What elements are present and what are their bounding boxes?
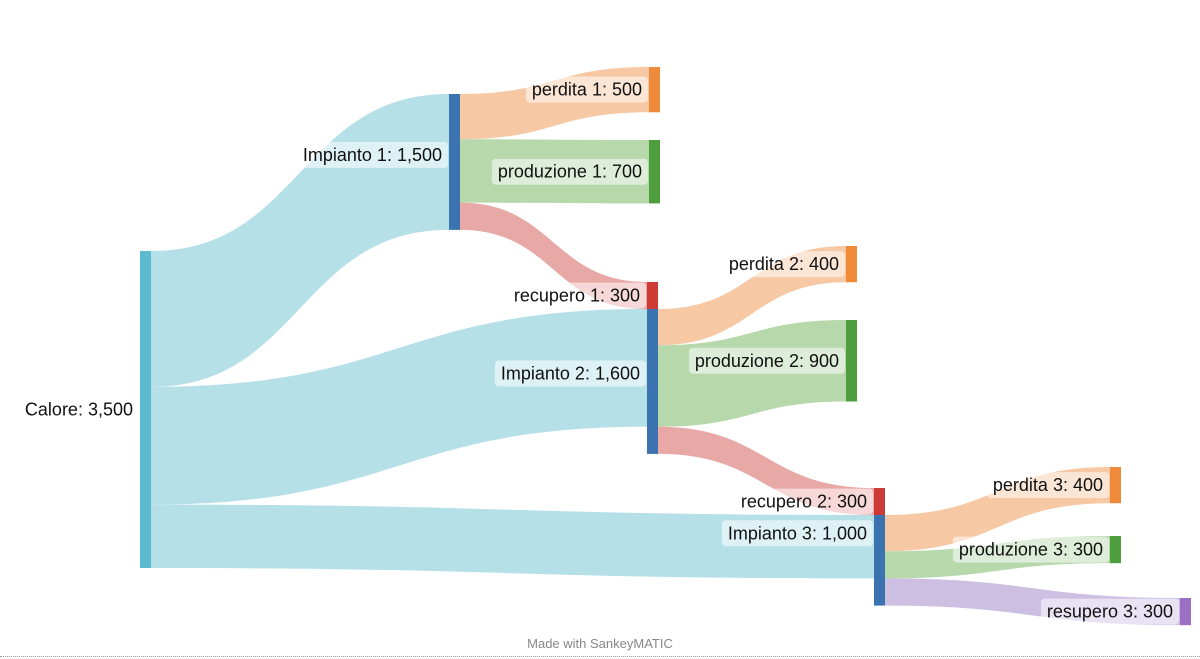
- label-produzione1: produzione 1: 700: [491, 158, 648, 185]
- node-resupero3: [1180, 598, 1191, 626]
- label-background-resupero3: [1040, 598, 1179, 625]
- label-resupero3: resupero 3: 300: [1040, 598, 1179, 625]
- label-background-perdita1: [525, 76, 648, 103]
- label-calore: Calore: 3,500: [25, 400, 133, 420]
- label-text-impianto3: Impianto 3: 1,000: [728, 523, 867, 543]
- label-background-impianto2: [494, 360, 646, 387]
- label-impianto3: Impianto 3: 1,000: [721, 520, 873, 547]
- label-background-produzione2: [688, 347, 845, 374]
- flow-impianto1-to-recupero1: [460, 202, 647, 310]
- node-calore: [140, 251, 151, 568]
- label-text-impianto1: Impianto 1: 1,500: [303, 145, 442, 165]
- label-produzione3: produzione 3: 300: [952, 536, 1109, 563]
- label-background-recupero2: [734, 488, 873, 515]
- label-text-produzione2: produzione 2: 900: [695, 351, 839, 371]
- node-produzione2: [846, 320, 857, 402]
- label-recupero2: recupero 2: 300: [734, 488, 873, 515]
- label-text-perdita3: perdita 3: 400: [993, 475, 1103, 495]
- label-text-calore: Calore: 3,500: [25, 400, 133, 420]
- label-text-produzione1: produzione 1: 700: [498, 162, 642, 182]
- footer-divider: [0, 656, 1200, 657]
- footer-credit: Made with SankeyMATIC: [527, 636, 673, 651]
- flow-calore-to-impianto3: [151, 504, 874, 579]
- node-impianto3: [874, 515, 885, 606]
- label-background-produzione3: [952, 536, 1109, 563]
- label-impianto1: Impianto 1: 1,500: [296, 141, 448, 168]
- node-labels: Calore: 3,500 Impianto 1: 1,500 perdita 1:…: [25, 76, 1179, 625]
- label-text-perdita2: perdita 2: 400: [729, 254, 839, 274]
- label-text-impianto2: Impianto 2: 1,600: [501, 363, 640, 383]
- node-perdita2: [846, 246, 857, 283]
- label-text-perdita1: perdita 1: 500: [532, 80, 642, 100]
- label-produzione2: produzione 2: 900: [688, 347, 845, 374]
- label-perdita3: perdita 3: 400: [986, 472, 1109, 499]
- label-text-recupero2: recupero 2: 300: [741, 492, 867, 512]
- label-perdita1: perdita 1: 500: [525, 76, 648, 103]
- label-perdita2: perdita 2: 400: [722, 251, 845, 278]
- node-recupero1: [647, 282, 658, 310]
- label-background-perdita3: [986, 472, 1109, 499]
- flow-nodes: [140, 67, 1191, 626]
- node-produzione1: [649, 140, 660, 204]
- label-background-impianto1: [296, 141, 448, 168]
- label-recupero1: recupero 1: 300: [507, 282, 646, 309]
- node-perdita1: [649, 67, 660, 113]
- node-impianto1: [449, 94, 460, 230]
- node-recupero2: [874, 488, 885, 516]
- label-text-resupero3: resupero 3: 300: [1047, 602, 1173, 622]
- node-produzione3: [1110, 536, 1121, 564]
- label-text-produzione3: produzione 3: 300: [959, 540, 1103, 560]
- label-impianto2: Impianto 2: 1,600: [494, 360, 646, 387]
- node-perdita3: [1110, 467, 1121, 504]
- node-impianto2: [647, 309, 658, 454]
- label-background-impianto3: [721, 520, 873, 547]
- label-background-produzione1: [491, 158, 648, 185]
- flow-calore-to-impianto1: [151, 94, 449, 387]
- label-background-perdita2: [722, 251, 845, 278]
- label-background-recupero1: [507, 282, 646, 309]
- label-text-recupero1: recupero 1: 300: [514, 286, 640, 306]
- flow-calore-to-impianto2: [151, 309, 647, 505]
